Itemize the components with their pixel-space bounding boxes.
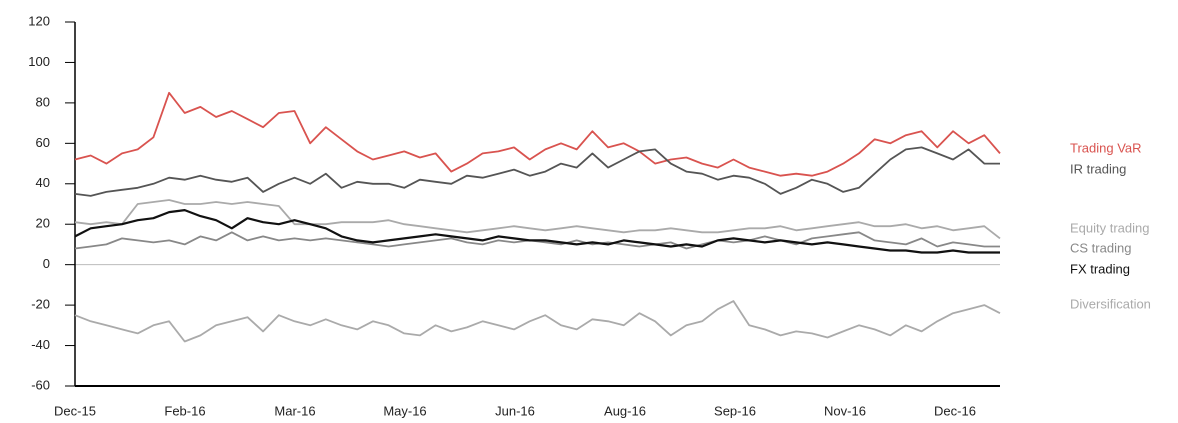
y-tick-label: 120 bbox=[28, 13, 50, 28]
legend-label: Equity trading bbox=[1070, 220, 1150, 235]
x-tick-label: Aug-16 bbox=[604, 403, 646, 418]
x-tick-label: May-16 bbox=[383, 403, 426, 418]
x-tick-label: Mar-16 bbox=[274, 403, 315, 418]
legend-label: Diversification bbox=[1070, 296, 1151, 311]
x-tick-label: Sep-16 bbox=[714, 403, 756, 418]
series-line bbox=[74, 91, 1001, 177]
legend-label: Trading VaR bbox=[1070, 140, 1142, 155]
legend-label: IR trading bbox=[1070, 161, 1126, 176]
x-tick-label: Jun-16 bbox=[495, 403, 535, 418]
y-tick-label: 80 bbox=[36, 94, 50, 109]
y-tick-label: 60 bbox=[36, 135, 50, 150]
y-tick-label: -20 bbox=[31, 297, 50, 312]
x-tick-label: Dec-15 bbox=[54, 403, 96, 418]
y-tick-label: 100 bbox=[28, 54, 50, 69]
legend-label: CS trading bbox=[1070, 240, 1131, 255]
x-tick-label: Feb-16 bbox=[164, 403, 205, 418]
legend-label: FX trading bbox=[1070, 261, 1130, 276]
series-line bbox=[74, 300, 1001, 343]
series-line bbox=[74, 209, 1000, 254]
y-tick-label: -60 bbox=[31, 377, 50, 392]
series-line bbox=[74, 146, 1000, 197]
x-tick-label: Dec-16 bbox=[934, 403, 976, 418]
x-tick-label: Nov-16 bbox=[824, 403, 866, 418]
y-tick-label: 20 bbox=[36, 216, 50, 231]
y-tick-label: 0 bbox=[43, 256, 50, 271]
y-tick-label: -40 bbox=[31, 337, 50, 352]
series-line bbox=[74, 199, 1001, 240]
y-tick-label: 40 bbox=[36, 175, 50, 190]
